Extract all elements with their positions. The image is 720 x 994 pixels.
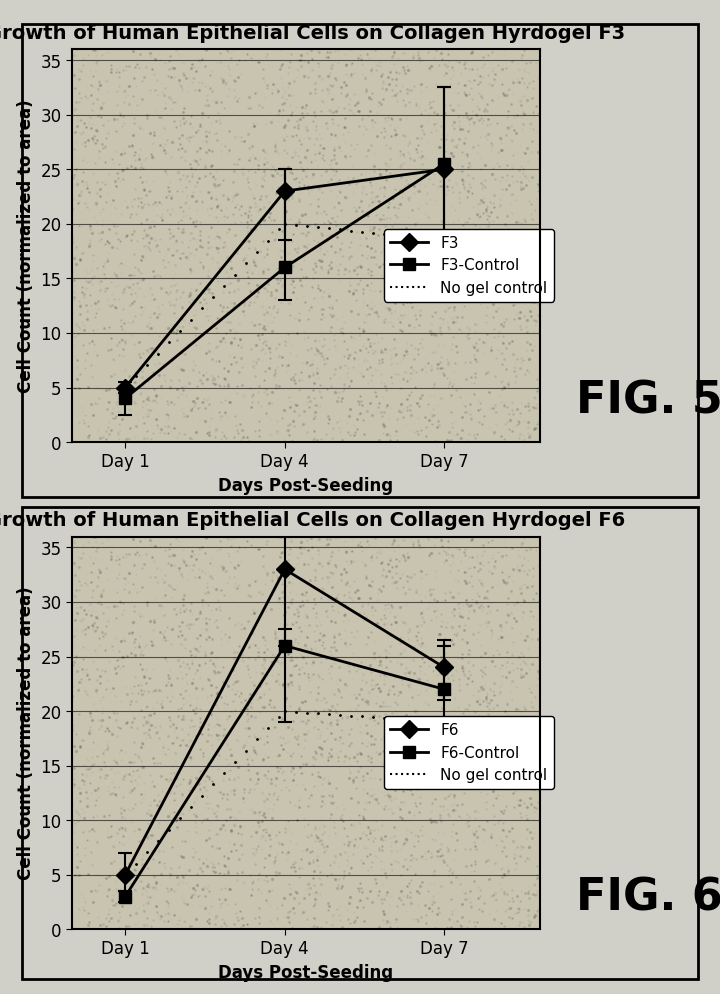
Y-axis label: Cell Count (normalized to area): Cell Count (normalized to area) [17,99,35,393]
Text: FIG. 6: FIG. 6 [576,877,720,919]
No gel control [280,706,289,718]
Y-axis label: Cell Count (normalized to area): Cell Count (normalized to area) [17,586,35,880]
Title: Growth of Human Epithelial Cells on Collagen Hyrdogel F6: Growth of Human Epithelial Cells on Coll… [0,511,626,530]
Text: FIG. 5: FIG. 5 [576,380,720,422]
Line: No gel control: No gel control [125,225,444,388]
No gel control [440,235,449,247]
Legend: F6, F6-Control, No gel control: F6, F6-Control, No gel control [384,717,554,789]
No gel control [121,382,130,394]
Legend: F3, F3-Control, No gel control: F3, F3-Control, No gel control [384,230,554,302]
No gel control [440,717,449,729]
No gel control [280,219,289,231]
Line: No gel control: No gel control [125,712,444,875]
X-axis label: Days Post-Seeding: Days Post-Seeding [218,476,394,494]
No gel control [121,869,130,881]
X-axis label: Days Post-Seeding: Days Post-Seeding [218,963,394,981]
Title: Growth of Human Epithelial Cells on Collagen Hyrdogel F3: Growth of Human Epithelial Cells on Coll… [0,24,626,43]
